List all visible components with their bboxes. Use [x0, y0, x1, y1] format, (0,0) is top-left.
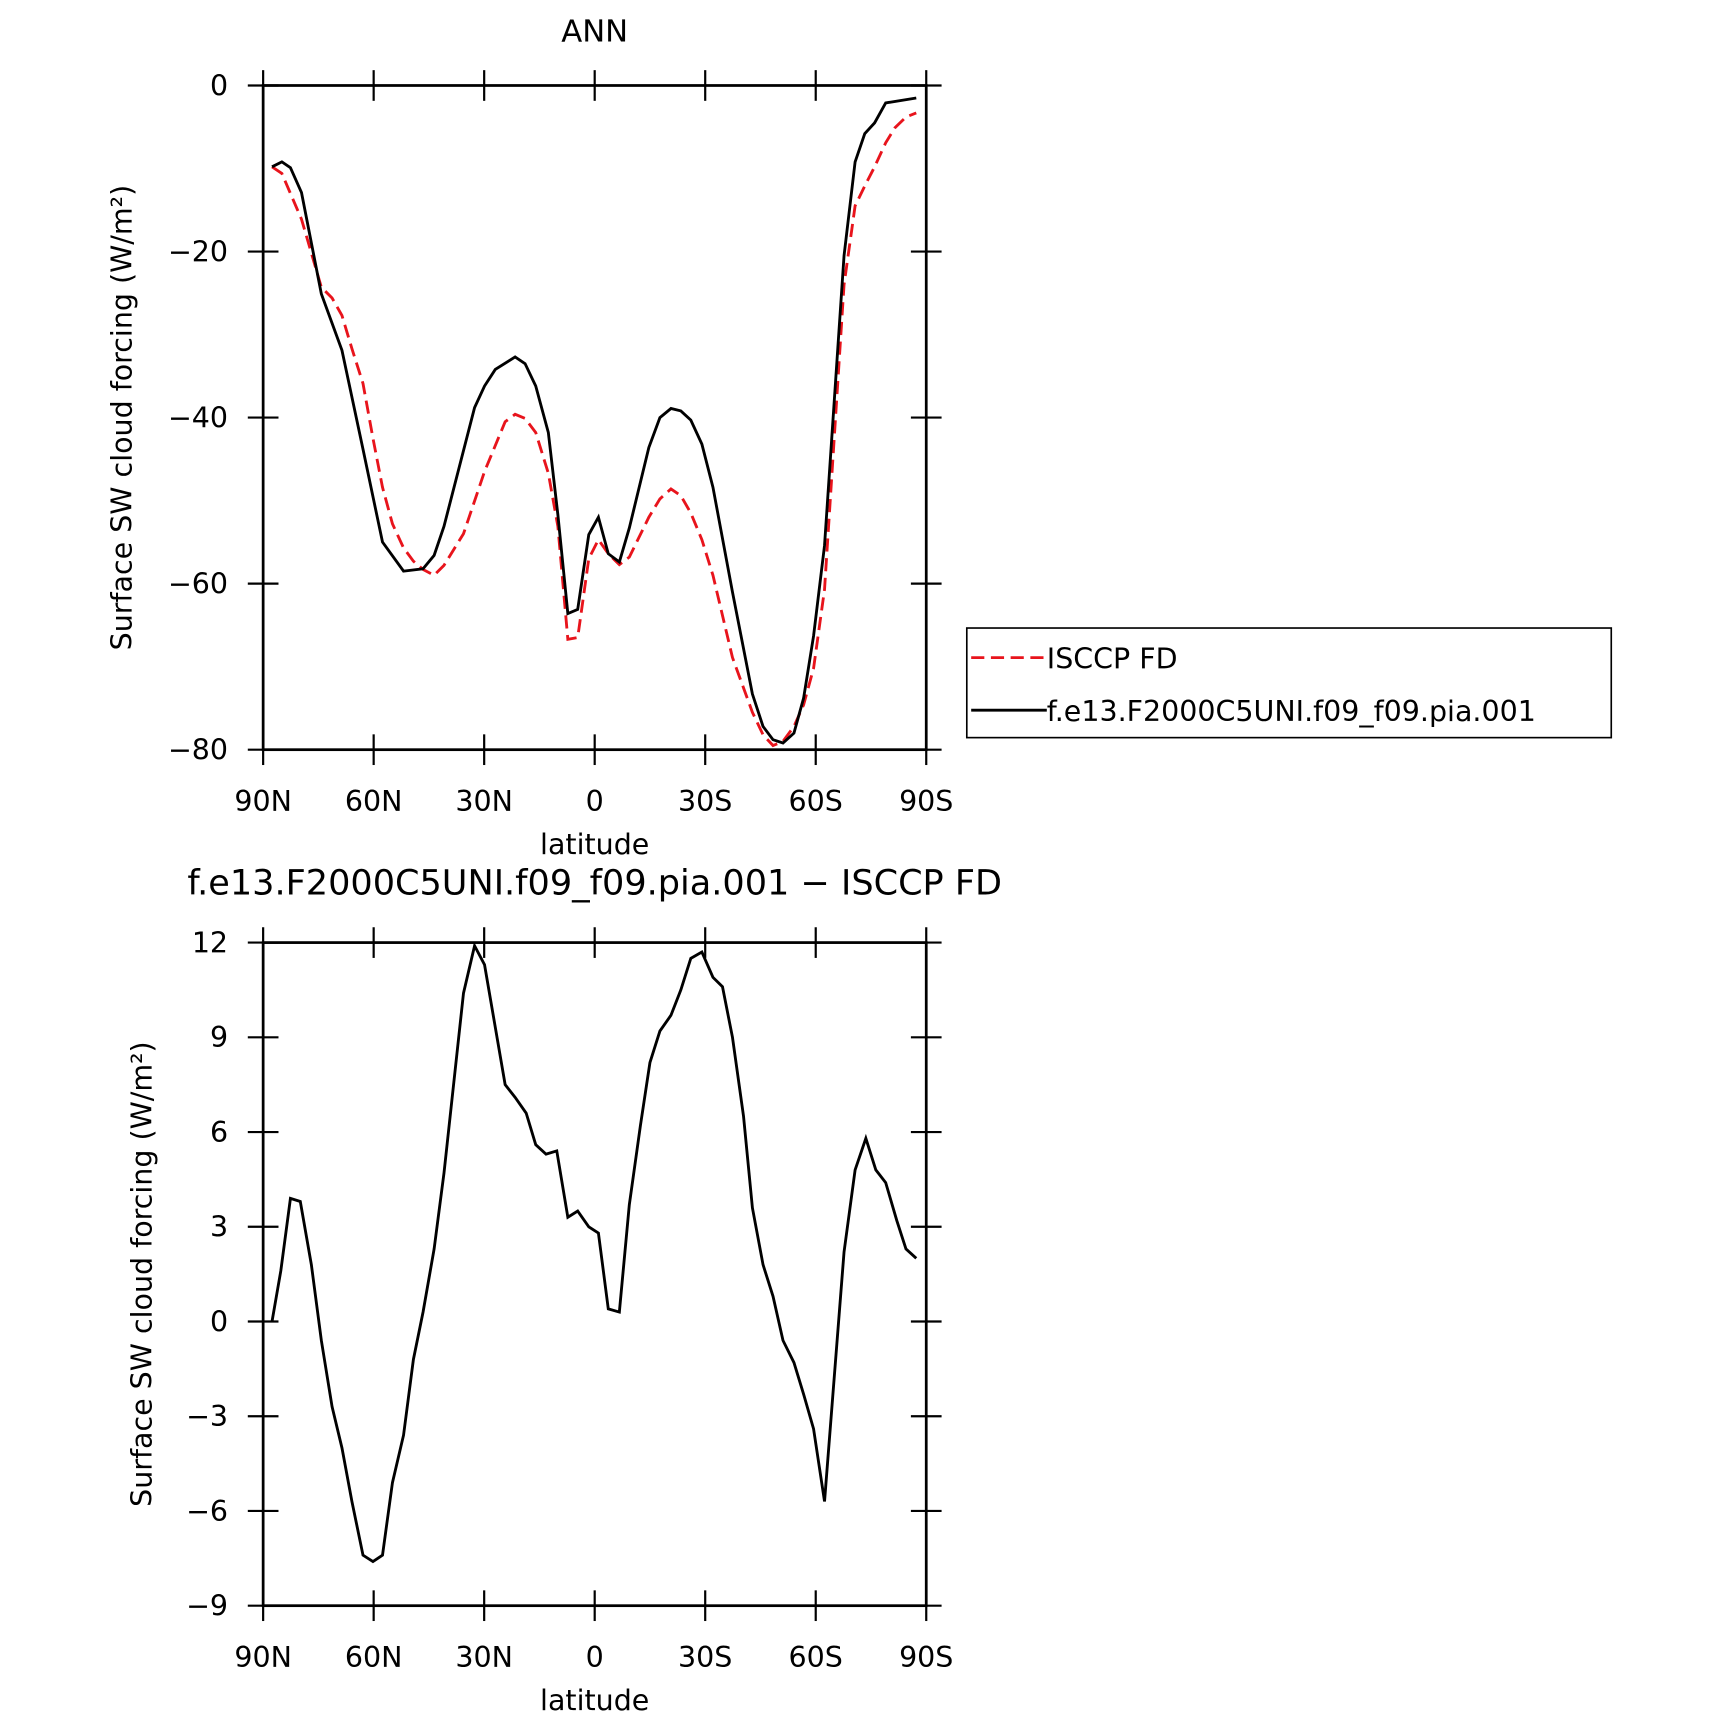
x-tick-label: 90N [234, 1641, 292, 1674]
x-tick-label: 30N [455, 785, 513, 818]
plot-frame [261, 941, 928, 1608]
x-tick-label: 0 [586, 785, 604, 818]
legend-box [965, 627, 1613, 739]
data-line [271, 111, 917, 748]
y-tick-label: 0 [210, 69, 228, 102]
x-tick-label: 30S [678, 785, 732, 818]
x-tick-label: 60S [789, 1641, 843, 1674]
y-tick-label: −6 [186, 1495, 228, 1528]
x-tick-label: 90S [899, 1641, 953, 1674]
x-axis-label: latitude [540, 828, 649, 861]
y-axis-label: Surface SW cloud forcing (W/m²) [106, 185, 139, 651]
x-tick-label: 60N [345, 1641, 403, 1674]
y-tick-label: 9 [210, 1021, 228, 1054]
data-line [270, 941, 918, 1564]
y-tick-label: 0 [210, 1305, 228, 1338]
y-tick-label: −20 [168, 235, 228, 268]
y-tick-label: −3 [186, 1400, 228, 1433]
y-tick-label: −80 [168, 734, 228, 767]
chart-title: ANN [561, 15, 628, 50]
y-tick-label: −60 [168, 568, 228, 601]
x-axis-label: latitude [540, 1684, 649, 1712]
y-tick-label: 6 [210, 1116, 228, 1149]
chart-title: f.e13.F2000C5UNI.f09_f09.pia.001 − ISCCP… [187, 862, 1002, 903]
legend-label: ISCCP FD [1047, 643, 1178, 676]
x-tick-label: 90N [234, 785, 292, 818]
y-tick-label: −9 [186, 1590, 228, 1623]
x-tick-label: 90S [899, 785, 953, 818]
x-tick-label: 60S [789, 785, 843, 818]
plot-frame [261, 84, 928, 752]
y-tick-label: 3 [210, 1211, 228, 1244]
y-axis-label: Surface SW cloud forcing (W/m²) [125, 1041, 158, 1507]
x-tick-label: 0 [586, 1641, 604, 1674]
legend-label: f.e13.F2000C5UNI.f09_f09.pia.001 [1047, 695, 1536, 728]
y-tick-label: 12 [192, 926, 228, 959]
x-tick-label: 30N [455, 1641, 513, 1674]
y-tick-label: −40 [168, 401, 228, 434]
x-tick-label: 30S [678, 1641, 732, 1674]
x-tick-label: 60N [345, 785, 403, 818]
data-line [271, 96, 917, 745]
